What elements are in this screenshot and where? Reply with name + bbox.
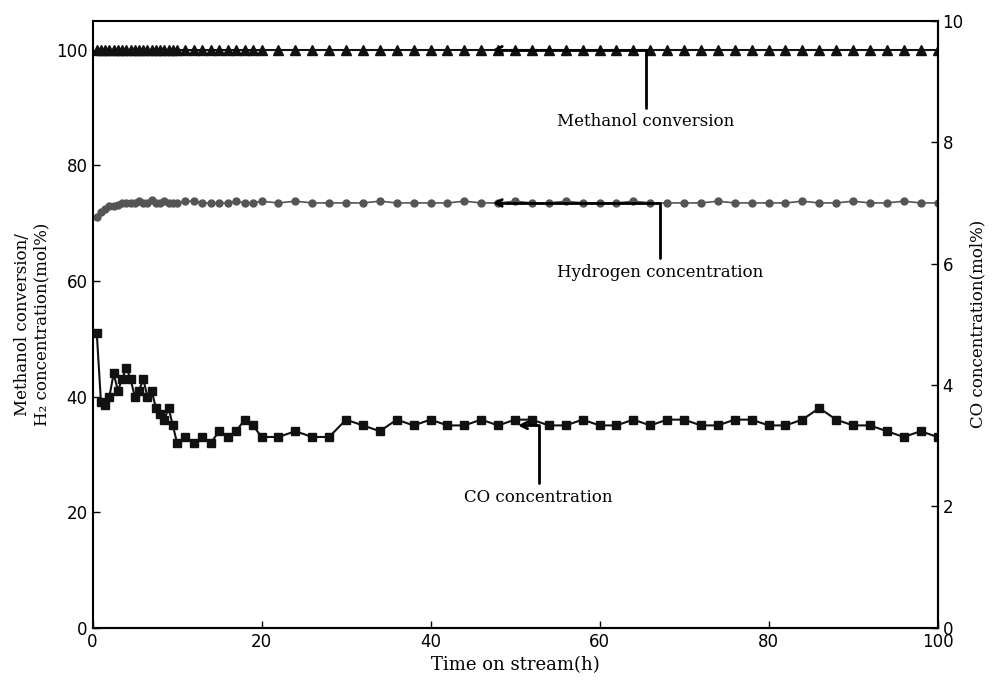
Y-axis label: Methanol conversion/
H₂ concentration(mol%): Methanol conversion/ H₂ concentration(mo… (14, 223, 50, 426)
Text: Hydrogen concentration: Hydrogen concentration (496, 200, 764, 281)
Text: Methanol conversion: Methanol conversion (496, 47, 735, 130)
Text: CO concentration: CO concentration (464, 422, 613, 506)
X-axis label: Time on stream(h): Time on stream(h) (431, 656, 599, 674)
Y-axis label: CO concentration(mol%): CO concentration(mol%) (969, 220, 986, 429)
